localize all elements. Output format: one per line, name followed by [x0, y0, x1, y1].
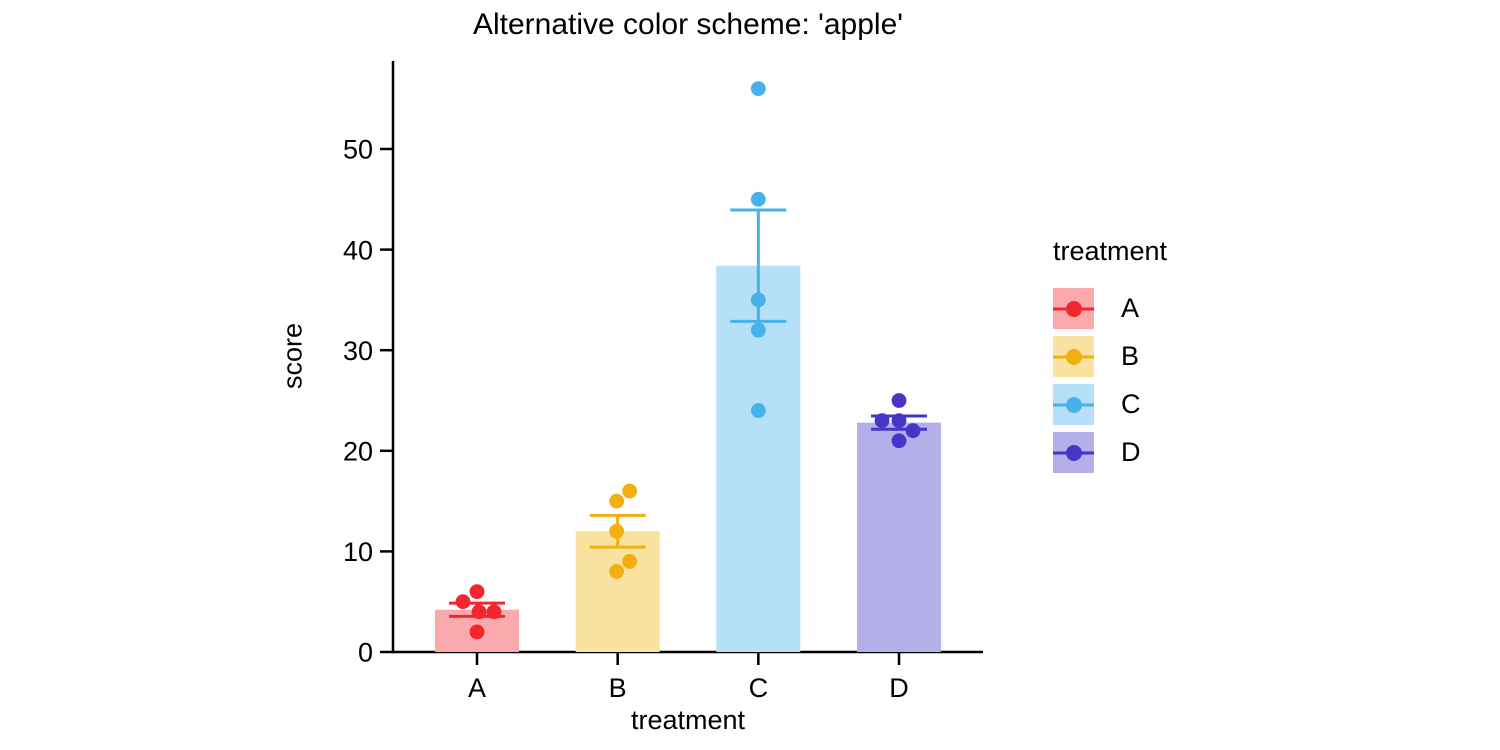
data-point-B: [622, 554, 638, 569]
x-tick-label-B: B: [609, 673, 627, 703]
data-point-B: [609, 493, 625, 509]
legend-swatch-B: [1053, 336, 1094, 377]
data-point-D: [874, 413, 890, 429]
data-point-C: [750, 191, 766, 207]
data-point-A: [471, 604, 487, 620]
legend-item-B: B: [1053, 336, 1167, 377]
data-point-D: [891, 433, 907, 449]
data-point-C: [750, 292, 766, 308]
legend-point-icon: [1065, 444, 1082, 461]
data-point-C: [750, 403, 766, 418]
y-tick-label: 30: [343, 336, 373, 366]
legend-label-C: C: [1121, 389, 1141, 419]
x-tick-label-A: A: [468, 673, 486, 703]
legend-title: treatment: [1053, 236, 1168, 266]
legend-point-icon: [1065, 396, 1082, 413]
legend-swatch-D: [1053, 432, 1094, 473]
data-point-C: [750, 81, 766, 97]
data-point-D: [891, 413, 907, 429]
data-point-B: [622, 483, 638, 499]
legend-swatch-C: [1053, 384, 1094, 425]
y-tick-label: 50: [343, 135, 373, 165]
data-point-D: [891, 393, 907, 408]
chart-title: Alternative color scheme: 'apple': [472, 8, 903, 41]
y-tick-label: 10: [343, 537, 373, 567]
data-point-A: [469, 584, 485, 600]
data-point-B: [609, 523, 625, 539]
legend-label-A: A: [1121, 293, 1140, 323]
legend-label-B: B: [1121, 341, 1140, 371]
data-point-A: [486, 604, 502, 620]
data-point-B: [609, 564, 625, 579]
x-axis-label: treatment: [630, 705, 746, 735]
data-point-C: [750, 322, 766, 338]
legend-item-A: A: [1053, 288, 1167, 329]
y-tick-label: 40: [343, 235, 373, 265]
bar-D: [857, 422, 942, 652]
legend-point-icon: [1065, 300, 1082, 317]
legend-item-C: C: [1053, 384, 1167, 425]
legend-label-D: D: [1121, 437, 1141, 467]
legend-point-icon: [1065, 348, 1082, 365]
data-point-A: [469, 624, 485, 640]
y-tick-label: 0: [358, 638, 373, 668]
legend-swatch-A: [1053, 288, 1094, 329]
x-tick-label-D: D: [889, 673, 909, 703]
data-point-D: [905, 423, 921, 439]
legend-item-D: D: [1053, 432, 1167, 473]
bar-B: [575, 531, 660, 652]
x-tick-label-C: C: [749, 673, 769, 703]
data-point-A: [455, 594, 471, 610]
y-tick-label: 20: [343, 437, 373, 467]
